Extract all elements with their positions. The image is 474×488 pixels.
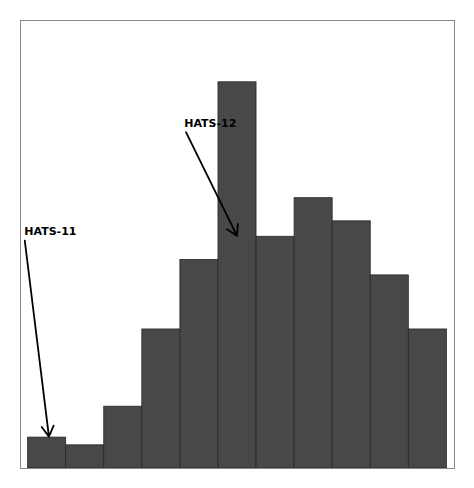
svg-text:HATS-12: HATS-12	[184, 117, 236, 130]
svg-text:HATS-11: HATS-11	[24, 225, 76, 238]
